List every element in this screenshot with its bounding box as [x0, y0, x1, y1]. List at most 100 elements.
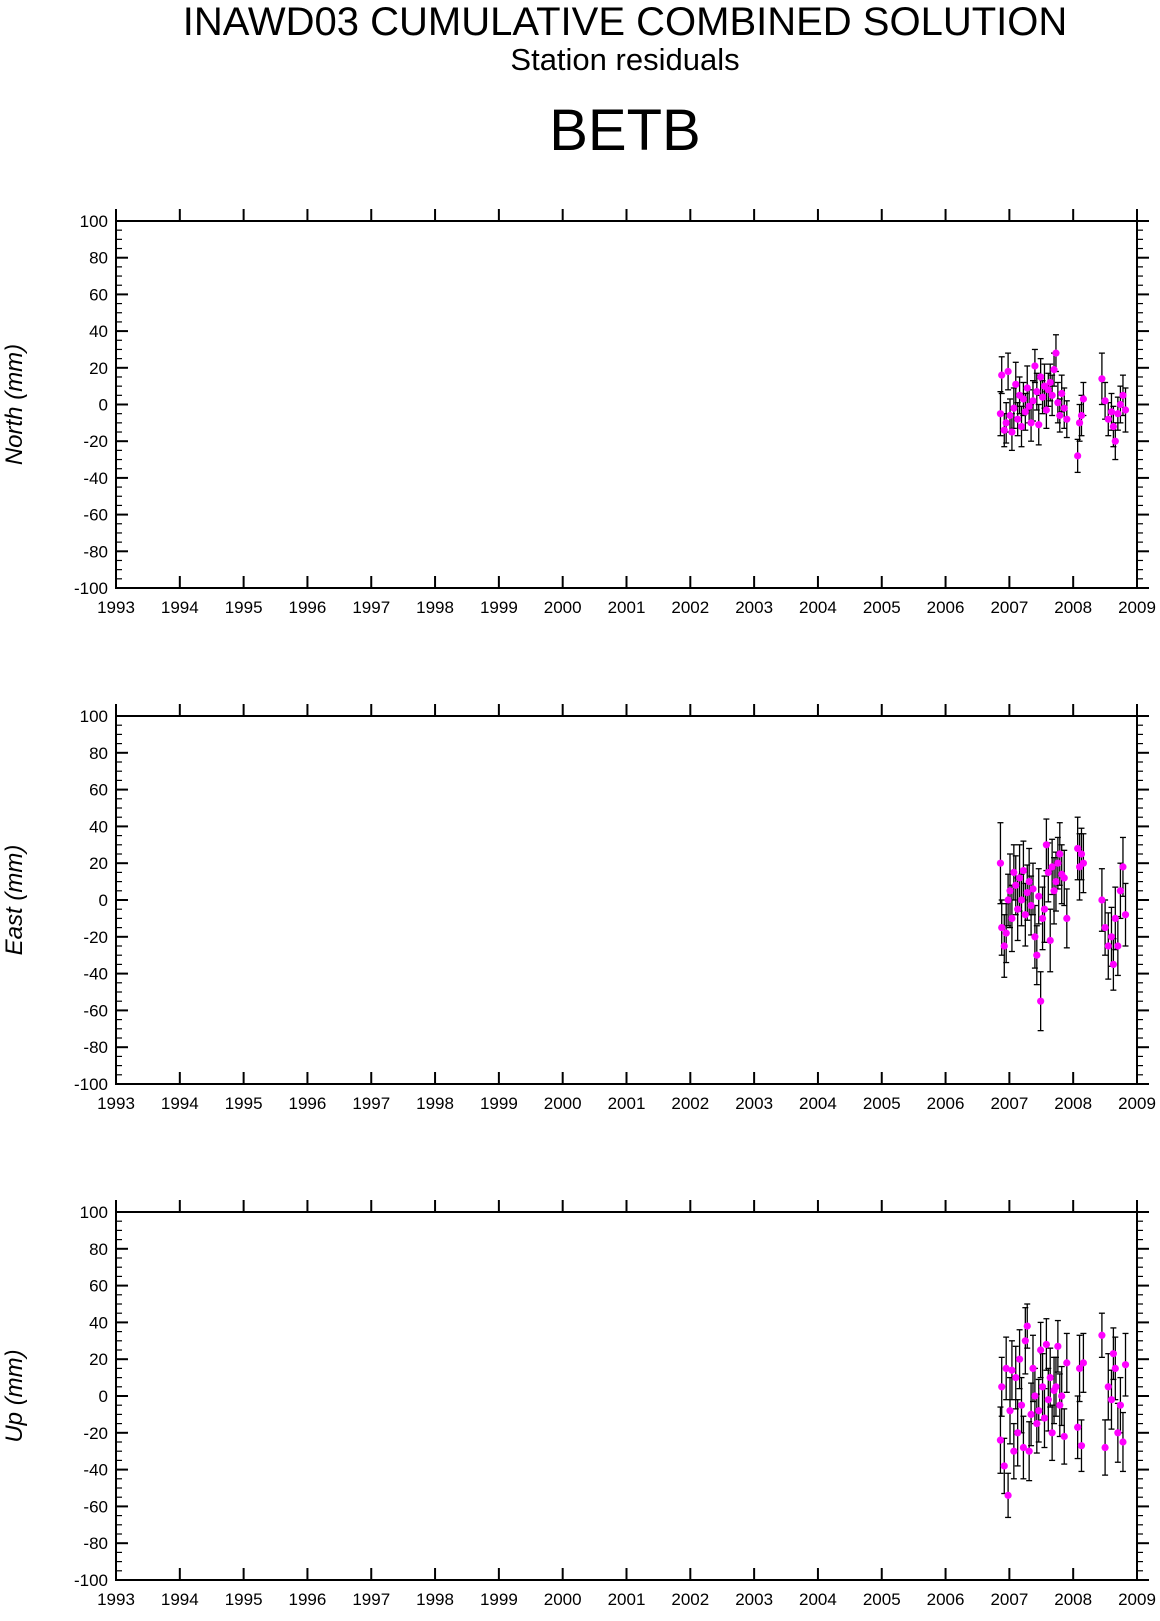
y-tick-label: 40 [89, 817, 108, 836]
x-tick-label: 2006 [927, 1094, 965, 1113]
data-point [1109, 960, 1117, 969]
data-point [1056, 850, 1064, 858]
y-tick-label: -100 [74, 1571, 108, 1590]
data-point [1114, 942, 1122, 950]
data-point [1012, 380, 1020, 388]
data-point [1035, 892, 1043, 900]
data-point [1023, 1322, 1031, 1330]
data-point [1015, 1355, 1024, 1363]
x-tick-label: 2005 [863, 598, 901, 617]
data-point [1021, 911, 1029, 919]
data-point [1044, 868, 1052, 877]
x-tick-label: 1993 [97, 598, 135, 617]
y-tick-label: -80 [83, 1038, 108, 1057]
data-point [1107, 1396, 1116, 1404]
data-point [1002, 1364, 1010, 1372]
data-point [1040, 905, 1049, 913]
data-point [1063, 914, 1071, 923]
data-point [1048, 863, 1056, 871]
y-tick-label: -20 [83, 928, 108, 947]
x-tick-label: 1995 [225, 1094, 263, 1113]
data-point [1010, 868, 1018, 877]
chart-subtitle: Station residuals [510, 42, 740, 77]
data-point [1008, 428, 1016, 436]
plot-frame [115, 1211, 1138, 1581]
data-point [1038, 393, 1047, 401]
data-point [1114, 410, 1122, 418]
data-point [1111, 914, 1119, 923]
x-tick-label: 1997 [352, 598, 390, 617]
data-point [1031, 362, 1039, 370]
series-up [996, 1303, 1130, 1519]
x-tick-label: 2001 [608, 1590, 646, 1609]
x-tick-label: 2007 [990, 598, 1028, 617]
data-point [996, 859, 1005, 867]
plot-panel-east: 1993 1994 1995 1996 1997 1998 1999 2000 2001 2002… [1, 704, 1156, 1113]
x-tick-label: 1994 [161, 598, 199, 617]
plot-frame [115, 220, 1138, 589]
y-axis-label: Up (mm) [1, 1349, 28, 1442]
x-tick-label: 2005 [863, 1094, 901, 1113]
data-point [998, 924, 1006, 932]
y-tick-label: -60 [83, 1497, 108, 1516]
data-point [1035, 1407, 1043, 1415]
data-point [1002, 929, 1010, 937]
data-point [1052, 349, 1060, 357]
x-tick-label: 2003 [735, 1590, 773, 1609]
data-point [1031, 933, 1039, 941]
x-tick-label: 1993 [97, 1094, 135, 1113]
data-point [1017, 422, 1026, 431]
x-tick-label: 1999 [480, 1094, 518, 1113]
x-tick-label: 2007 [990, 1094, 1028, 1113]
y-tick-label: 60 [89, 285, 108, 304]
y-tick-label: 100 [80, 707, 108, 726]
y-tick-label: -40 [83, 965, 108, 984]
data-point [1000, 1462, 1008, 1470]
data-point [1119, 1438, 1127, 1446]
data-point [1111, 1364, 1119, 1372]
data-point [1077, 1442, 1086, 1450]
data-point [1079, 395, 1087, 403]
data-point [1037, 373, 1045, 381]
data-point [1050, 887, 1058, 895]
data-point [1056, 411, 1064, 420]
x-tick-label: 1998 [416, 1590, 454, 1609]
data-point [1027, 1410, 1035, 1418]
data-point [1029, 1364, 1037, 1372]
data-point [1033, 1420, 1041, 1428]
x-tick-label: 2003 [735, 1094, 773, 1113]
x-tick-label: 2002 [671, 1094, 709, 1113]
data-point [1006, 887, 1014, 895]
y-axis-label: East (mm) [1, 845, 28, 956]
data-point [1111, 437, 1119, 445]
y-tick-label: 0 [99, 1387, 108, 1406]
data-point [1074, 844, 1082, 853]
data-point [1109, 422, 1117, 431]
data-point [1014, 415, 1022, 423]
data-point [1063, 415, 1071, 423]
y-tick-label: 40 [89, 322, 108, 341]
data-point [1042, 1340, 1050, 1349]
data-point [1119, 863, 1127, 871]
data-point [1033, 388, 1041, 396]
x-tick-label: 2004 [799, 1094, 837, 1113]
y-tick-label: 20 [89, 854, 108, 873]
data-point [1004, 367, 1012, 376]
x-tick-label: 1996 [289, 1590, 327, 1609]
data-point [1010, 1447, 1018, 1455]
data-point [1074, 1423, 1082, 1431]
data-point [1114, 1429, 1122, 1437]
data-point [1054, 859, 1062, 867]
y-tick-label: -80 [83, 542, 108, 561]
data-point [1075, 1364, 1084, 1372]
data-point [1035, 421, 1043, 429]
x-tick-label: 1994 [161, 1094, 199, 1113]
x-tick-label: 2004 [799, 598, 837, 617]
data-point [1098, 375, 1106, 383]
data-point [1116, 887, 1125, 895]
y-tick-label: 40 [89, 1313, 108, 1332]
y-tick-label: 0 [99, 396, 108, 415]
data-point [1054, 399, 1062, 407]
y-tick-label: 60 [89, 1277, 108, 1296]
